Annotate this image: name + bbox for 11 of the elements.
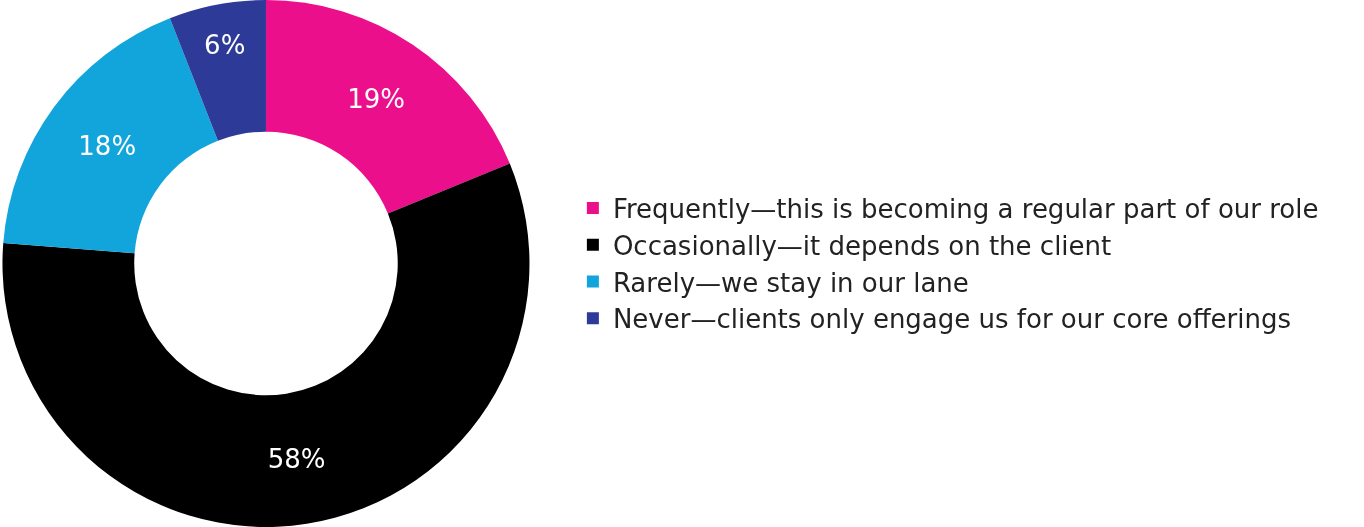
data-label: 18% (78, 130, 137, 161)
donut-slice (2, 163, 530, 527)
donut-slice (169, 0, 266, 141)
data-label: 58% (267, 443, 326, 474)
legend-label: Occasionally—it depends on the client (612, 230, 1112, 261)
donut-slice (265, 0, 510, 214)
legend-label: Frequently—this is becoming a regular part of our role (612, 194, 1319, 225)
legend-label: Never—clients only engage us for our core offerings (612, 304, 1292, 335)
legend-label: Rarely—we stay in our lane (612, 267, 969, 298)
data-label: 19% (347, 84, 405, 115)
data-label: 6% (204, 30, 246, 61)
